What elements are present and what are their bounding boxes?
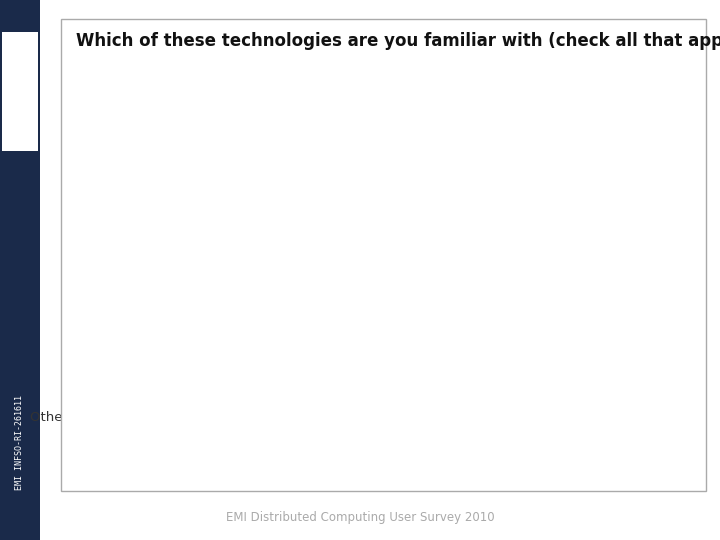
Bar (176, 245, 302, 276)
Bar (2, 32, 37, 151)
Text: 50 (25%): 50 (25%) (307, 254, 367, 267)
Bar (176, 400, 217, 431)
Text: Which of these technologies are you familiar with (check all that apply)?: Which of these technologies are you fami… (76, 32, 720, 50)
Text: EMI INFSO-RI-261611: EMI INFSO-RI-261611 (15, 395, 24, 490)
Text: 16 (7%): 16 (7%) (222, 409, 274, 422)
Text: 42 (19%): 42 (19%) (287, 306, 347, 319)
Bar (176, 193, 359, 224)
Text: 175 (80%): 175 (80%) (537, 99, 607, 112)
Text: 143 (65%): 143 (65%) (457, 151, 527, 164)
Bar (176, 90, 614, 121)
Text: 34 (15%): 34 (15%) (266, 357, 328, 370)
Bar (176, 297, 282, 328)
Bar (176, 348, 261, 380)
Text: EMI Distributed Computing User Survey 2010: EMI Distributed Computing User Survey 20… (225, 511, 495, 524)
Bar (176, 141, 534, 173)
Text: 73 (33%): 73 (33%) (290, 202, 351, 215)
